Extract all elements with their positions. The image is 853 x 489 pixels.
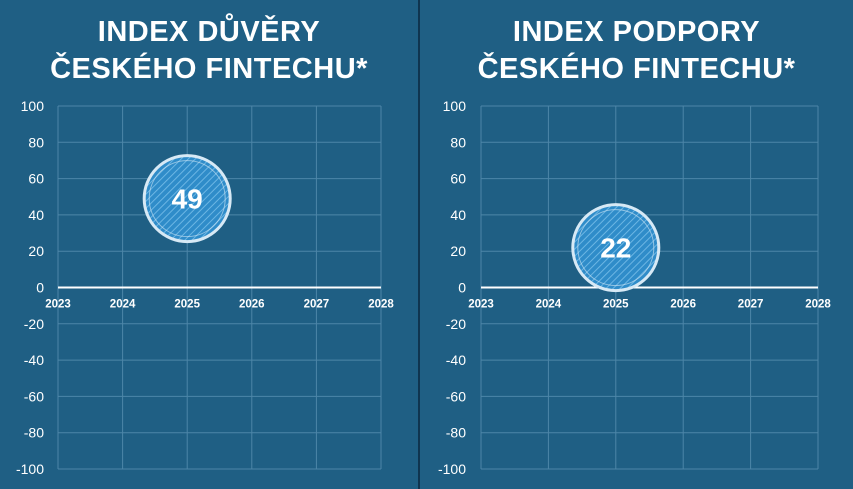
data-point-label: 49	[172, 184, 203, 215]
y-tick-label: 20	[28, 243, 44, 259]
y-tick-label: -60	[24, 388, 44, 404]
x-tick-label: 2024	[110, 299, 136, 311]
x-tick-label: 2025	[174, 299, 200, 311]
y-tick-label: 60	[28, 171, 44, 187]
y-tick-label: -40	[24, 352, 44, 368]
y-tick-label: 80	[450, 134, 466, 150]
support-index-chart: 100 80 60 40 20 0 -20 -40 -60 -80 -100 2023 2024 2025…	[438, 98, 831, 477]
data-point-inner-ring	[148, 160, 226, 238]
data-point-inner-ring	[577, 209, 655, 287]
trust-index-chart: 100 80 60 40 20 0 -20 -40 -60 -80 -100 2023 2024 2025…	[16, 98, 394, 477]
x-tick-label: 2026	[670, 299, 696, 311]
x-tick-label: 2028	[805, 299, 831, 311]
x-tick-label: 2028	[368, 299, 394, 311]
y-tick-label: 60	[450, 171, 466, 187]
chart-title-line-2: ČESKÉHO FINTECHU*	[50, 53, 368, 85]
y-tick-label: 40	[28, 207, 44, 223]
x-tick-label: 2027	[738, 299, 764, 311]
y-tick-label: -20	[24, 316, 44, 332]
panel-divider	[418, 0, 420, 489]
y-tick-label: -20	[446, 316, 466, 332]
chart-panel-trust-index: INDEX DŮVĚRY ČESKÉHO FINTECHU* 100 80 60 40…	[0, 0, 418, 489]
y-tick-label: 100	[21, 98, 45, 114]
y-tick-label: -100	[16, 461, 44, 477]
y-tick-label: 0	[458, 280, 466, 296]
y-tick-label: 80	[28, 134, 44, 150]
y-tick-label: -60	[446, 388, 466, 404]
x-tick-label: 2026	[239, 299, 265, 311]
x-tick-label: 2023	[468, 299, 494, 311]
chart-title: INDEX PODPORY ČESKÉHO FINTECHU*	[420, 14, 853, 88]
y-tick-label: 0	[36, 280, 44, 296]
chart-title-line-1: INDEX DŮVĚRY	[97, 16, 321, 48]
data-point-bubble	[571, 203, 661, 293]
x-tick-label: 2027	[304, 299, 330, 311]
y-tick-label: 40	[450, 207, 466, 223]
y-tick-label: 100	[443, 98, 467, 114]
y-tick-label: -80	[446, 425, 466, 441]
y-tick-label: -100	[438, 461, 466, 477]
data-point-bubble	[142, 154, 232, 244]
y-tick-label: -40	[446, 352, 466, 368]
x-tick-label: 2025	[603, 299, 629, 311]
chart-panel-support-index: INDEX PODPORY ČESKÉHO FINTECHU* 100 80 60 4…	[420, 0, 853, 489]
chart-title-line-2: ČESKÉHO FINTECHU*	[477, 53, 796, 85]
data-point-label: 22	[600, 233, 631, 264]
x-tick-label: 2023	[45, 299, 71, 311]
chart-title-line-1: INDEX PODPORY	[512, 16, 761, 48]
y-tick-label: -80	[24, 425, 44, 441]
x-tick-label: 2024	[536, 299, 562, 311]
chart-title: INDEX DŮVĚRY ČESKÉHO FINTECHU*	[0, 14, 418, 88]
y-tick-label: 20	[450, 243, 466, 259]
